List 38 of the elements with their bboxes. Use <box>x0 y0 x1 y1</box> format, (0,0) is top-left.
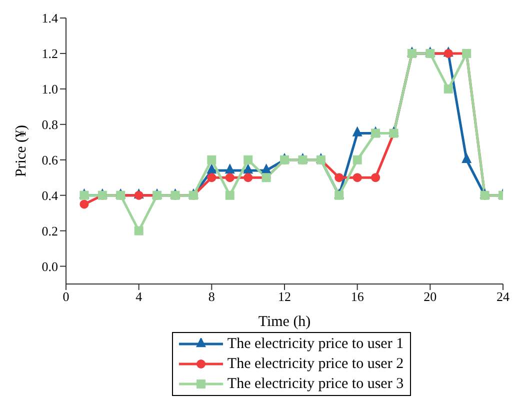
y-tick-label: 0.0 <box>42 258 58 274</box>
point <box>244 173 253 182</box>
y-tick-label: 1.4 <box>42 10 58 26</box>
point <box>352 173 362 182</box>
y-tick-label: 1.0 <box>42 82 58 97</box>
point <box>334 173 344 182</box>
x-tick-label: 24 <box>496 289 510 304</box>
point <box>371 173 380 182</box>
point <box>371 128 380 138</box>
y-tick-label: 1.2 <box>42 46 58 62</box>
y-tick-label: 0.4 <box>42 188 58 203</box>
point <box>444 48 453 58</box>
legend-label: The electricity price to user 3 <box>227 376 404 392</box>
x-tick-label: 8 <box>208 289 215 304</box>
point <box>80 200 89 209</box>
x-tick-label: 4 <box>136 289 143 304</box>
point <box>134 190 144 200</box>
point <box>352 155 362 164</box>
point <box>207 155 216 164</box>
point <box>207 173 216 182</box>
point <box>225 190 234 200</box>
legend-label: The electricity price to user 2 <box>227 356 404 372</box>
y-tick-label: 0.2 <box>42 223 58 238</box>
y-tick-label: 0.8 <box>42 117 58 132</box>
x-tick-label: 16 <box>350 289 364 304</box>
legend-label: The electricity price to user 1 <box>227 336 404 352</box>
y-axis-title: Price (¥) <box>13 124 30 178</box>
point <box>444 84 453 94</box>
point <box>244 155 253 164</box>
x-tick-label: 12 <box>278 289 291 304</box>
point <box>134 226 144 236</box>
x-axis-title: Time (h) <box>258 314 311 330</box>
point <box>225 173 234 182</box>
point <box>80 190 89 200</box>
point <box>334 190 344 200</box>
y-tick-label: 0.6 <box>42 152 58 168</box>
x-tick-label: 20 <box>424 289 437 304</box>
x-tick-label: 0 <box>62 289 70 304</box>
